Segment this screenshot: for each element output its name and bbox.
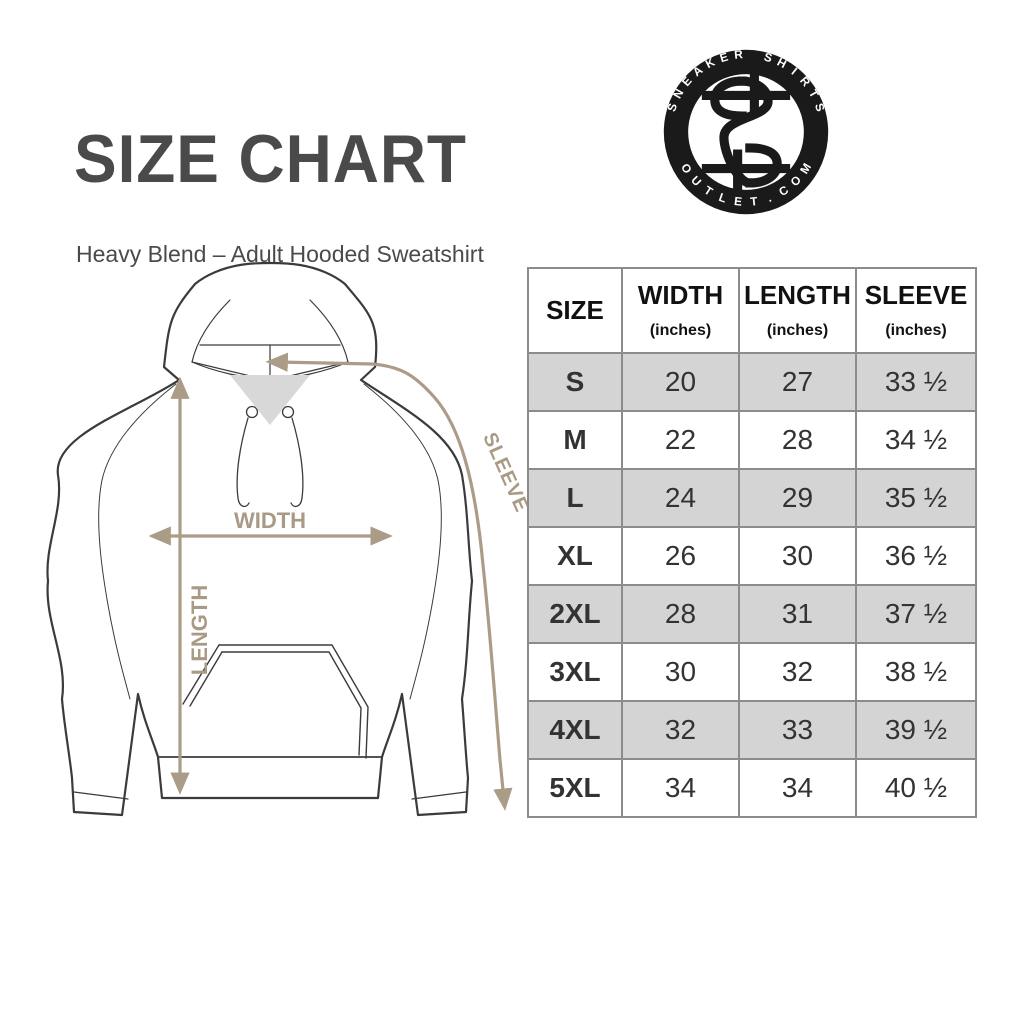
svg-text:SLEEVE: SLEEVE — [478, 429, 533, 516]
svg-text:LENGTH: LENGTH — [187, 585, 212, 675]
svg-text:WIDTH: WIDTH — [234, 508, 306, 533]
